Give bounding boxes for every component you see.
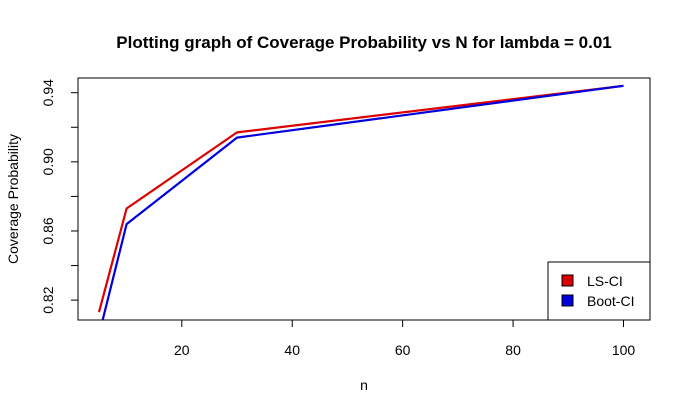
y-tick-label: 0.82: [40, 286, 56, 313]
y-axis: 0.82 0.86 0.90 0.94: [40, 79, 78, 314]
chart-title: Plotting graph of Coverage Probability v…: [116, 33, 611, 52]
y-axis-label: Coverage Probability: [5, 134, 21, 264]
series-line-ls-ci: [97, 84, 624, 313]
legend: LS-CI Boot-CI: [547, 261, 651, 321]
legend-label: LS-CI: [587, 273, 623, 289]
plot-frame: [77, 77, 651, 321]
legend-swatch: [561, 294, 574, 307]
series-layer: [97, 84, 624, 320]
series-line-boot-ci: [101, 84, 624, 320]
x-tick-label: 100: [612, 342, 636, 358]
x-tick-label: 80: [505, 342, 521, 358]
x-axis-label: n: [360, 377, 368, 393]
legend-swatch: [561, 274, 574, 287]
x-tick-label: 60: [395, 342, 411, 358]
legend-label: Boot-CI: [587, 293, 634, 309]
x-axis: 20 40 60 80 100: [174, 320, 635, 358]
legend-box: [547, 261, 651, 321]
x-tick-label: 20: [174, 342, 190, 358]
y-tick-label: 0.86: [40, 217, 56, 244]
y-tick-label: 0.90: [40, 148, 56, 175]
y-tick-label: 0.94: [40, 79, 56, 106]
x-tick-label: 40: [284, 342, 300, 358]
